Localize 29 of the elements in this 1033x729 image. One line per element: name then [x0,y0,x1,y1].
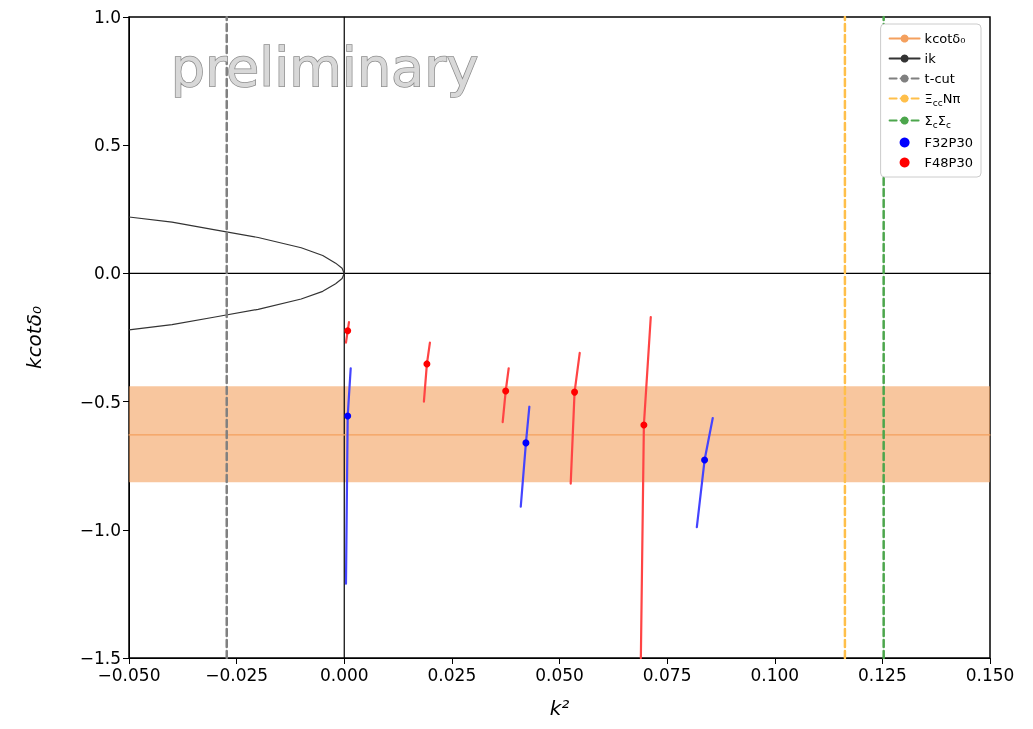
y-axis-title: kcotδ₀ [22,306,46,369]
point [640,421,648,429]
legend-label: F32P30 [924,135,974,150]
legend-label: ik [924,51,937,66]
x-tick-label: 0.075 [642,664,692,685]
y-tick-label: 0.0 [93,263,121,284]
x-tick-label: 0.100 [750,664,800,685]
point [502,387,510,395]
x-tick-label: 0.050 [535,664,584,685]
point [423,360,431,368]
point [571,388,579,396]
legend-label: F48P30 [924,155,974,170]
x-tick-label: 0.025 [427,664,477,685]
y-tick-label: 1.0 [93,7,121,27]
legend-label: kcotδ₀ [924,31,966,46]
x-tick-label: 0.150 [965,664,1015,685]
y-tick-label: 0.5 [93,135,121,156]
x-axis-title: k² [549,696,570,720]
point [344,327,352,335]
y-tick-label: −0.5 [79,391,121,412]
legend-label: t-cut [924,71,955,86]
y-tick-label: −1.0 [79,519,121,540]
point [701,456,709,464]
line-series [128,216,345,331]
point [522,439,530,447]
x-tick-label: 0.000 [319,664,369,685]
x-tick-label: −0.025 [205,664,269,685]
x-tick-label: 0.125 [858,664,907,685]
point [344,412,352,420]
